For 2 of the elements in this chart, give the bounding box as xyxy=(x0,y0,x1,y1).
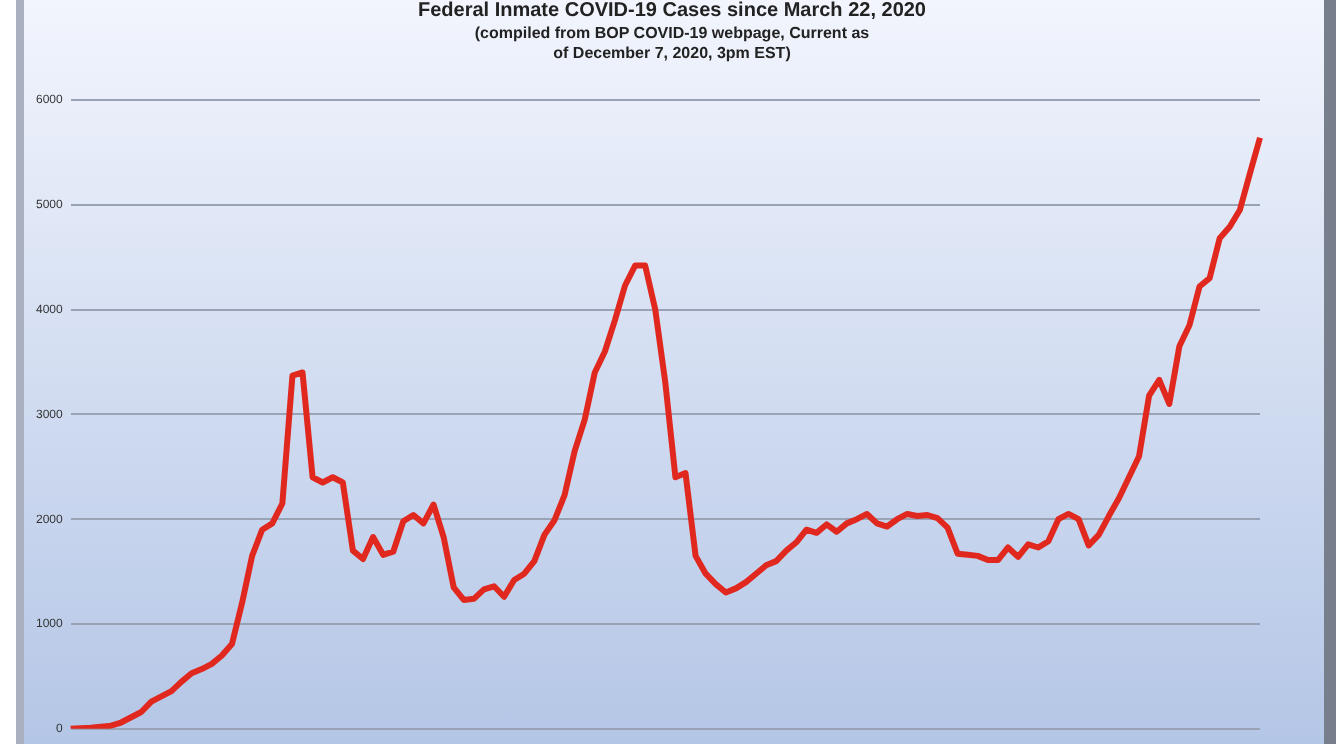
chart-title: Federal Inmate COVID-19 Cases since March 22, 2020 xyxy=(415,0,928,22)
chart-subtitle: (compiled from BOP COVID-19 webpage, Current as of December 7, 2020, 3pm EST) xyxy=(472,24,872,64)
